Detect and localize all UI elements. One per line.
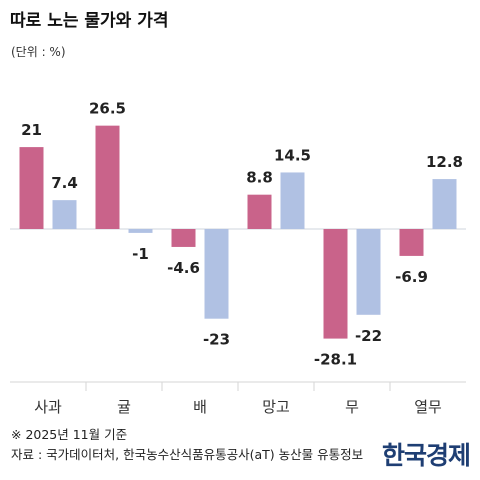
data-label: 8.8 (246, 169, 273, 187)
bar-series-1 (399, 229, 424, 256)
category-label: 배 (193, 398, 207, 416)
category-label: 사과 (34, 398, 62, 416)
bar-series-2 (204, 229, 229, 319)
data-label: -4.6 (167, 259, 200, 277)
data-label: 21 (21, 121, 42, 139)
footnote: ※ 2025년 11월 기준 (11, 427, 128, 442)
category-label: 망고 (262, 398, 290, 416)
bar-series-2 (432, 179, 457, 229)
bar-series-1 (323, 229, 348, 339)
bar-series-2 (280, 172, 305, 229)
data-label: -1 (132, 245, 149, 263)
bar-series-2 (128, 229, 153, 233)
bar-series-1 (247, 194, 272, 229)
bar-series-1 (95, 125, 120, 229)
data-label: 7.4 (51, 174, 78, 192)
bar-series-1 (19, 147, 44, 229)
category-label: 무 (345, 398, 359, 416)
bar-series-2 (356, 229, 381, 315)
unit-label: (단위 : %) (11, 45, 66, 59)
bar-series-2 (52, 200, 77, 229)
chart-title: 따로 노는 물가와 가격 (10, 11, 169, 31)
category-label: 열무 (414, 398, 442, 416)
bar-series-1 (171, 229, 196, 247)
bar-chart: 사과 21 7.4 귤 26.5 -1 배 -4.6 -23 망고 8.814.5 무 -28.1 -22… (10, 100, 466, 416)
data-label: 14.5 (274, 146, 311, 164)
category-label: 귤 (117, 398, 131, 416)
data-label: -28.1 (314, 351, 357, 369)
data-label: 26.5 (89, 100, 126, 118)
data-label: 12.8 (426, 153, 463, 171)
source-text: 자료 : 국가데이터처, 한국농수산식품유통공사(aT) 농산물 유통정보 (11, 447, 364, 462)
data-label: -22 (355, 327, 382, 345)
data-label: -6.9 (395, 268, 428, 286)
publisher-logo: 한국경제 (379, 436, 471, 472)
data-label: -23 (203, 331, 230, 349)
